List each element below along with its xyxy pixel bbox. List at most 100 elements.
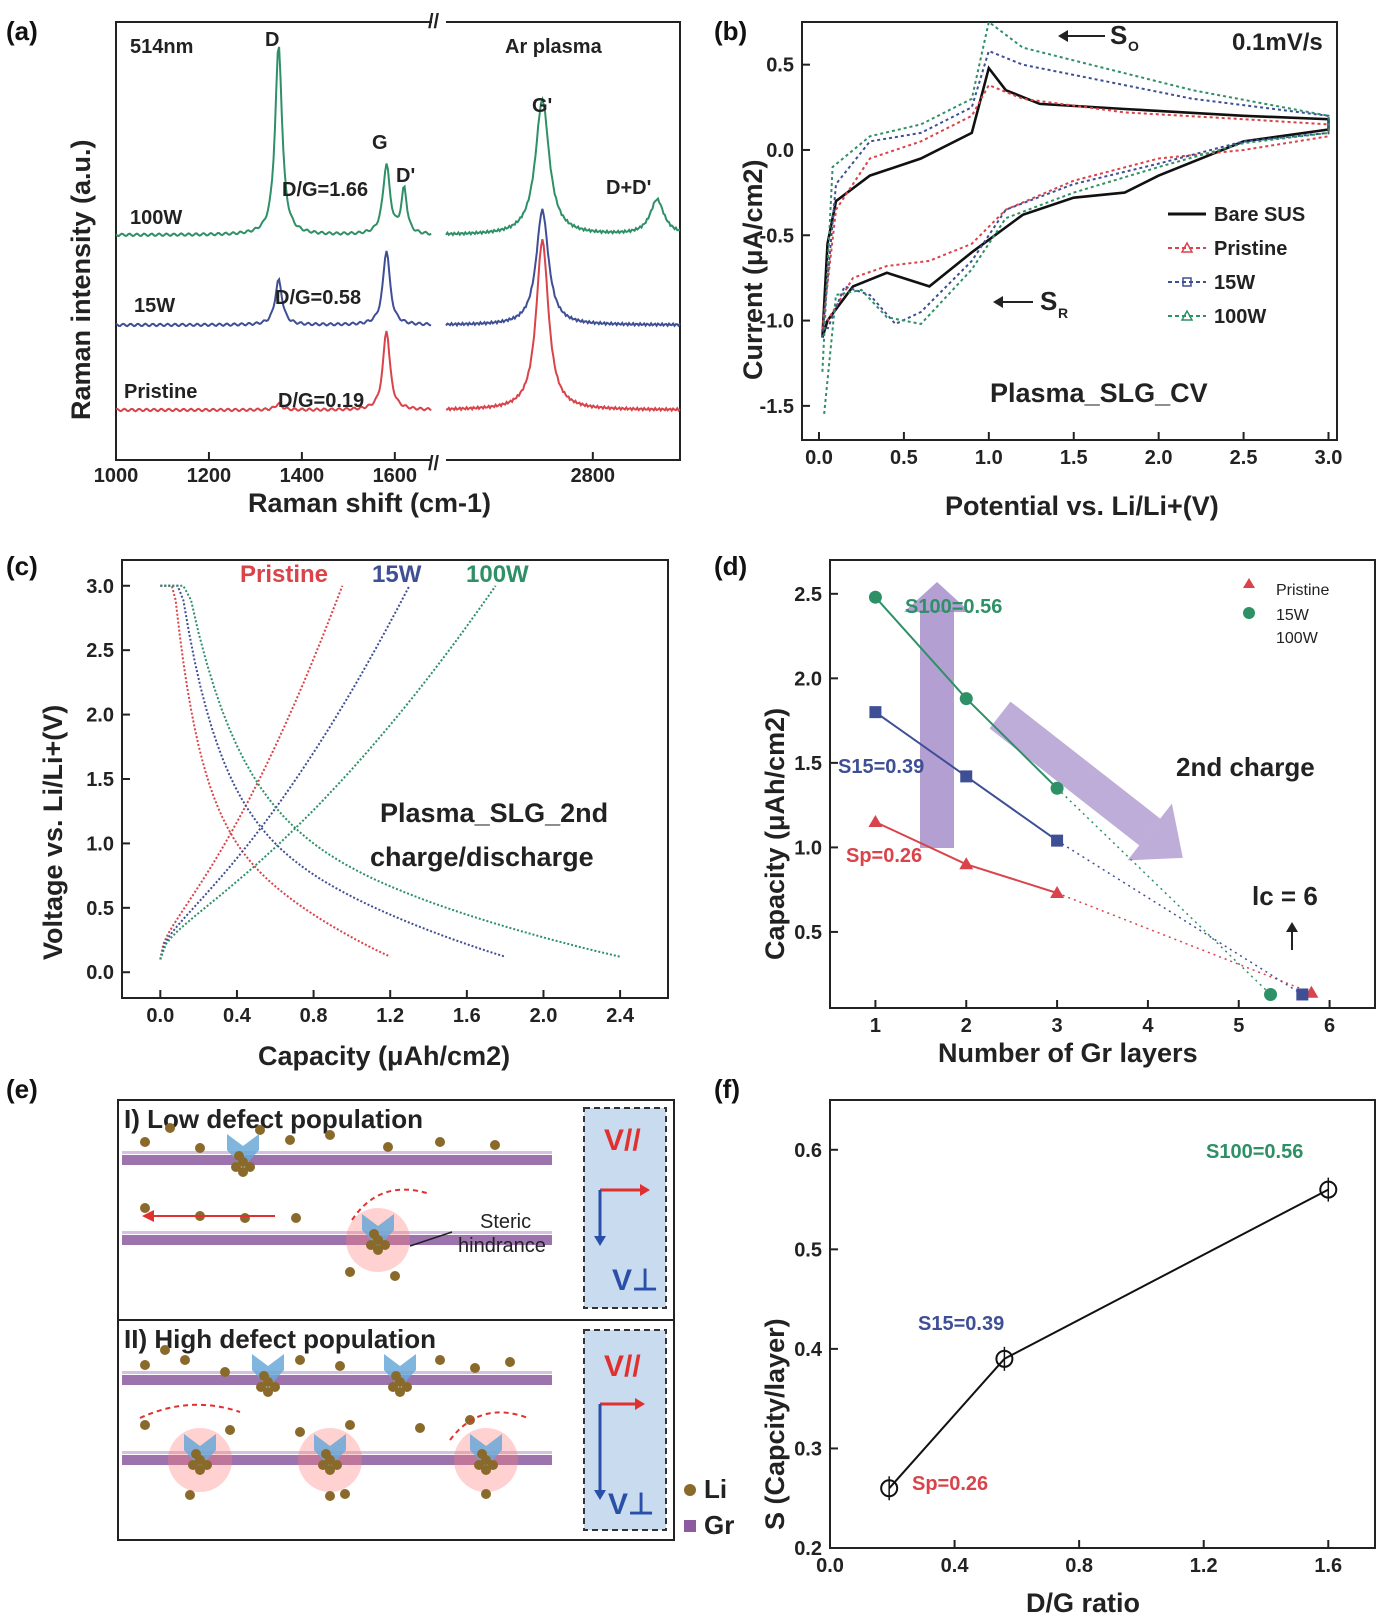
y-axis-label-f: S (Capcity/layer) (760, 1318, 790, 1530)
x-tick-label-f: 1.6 (1314, 1555, 1342, 1577)
y-tick-label-b: 0.0 (766, 140, 794, 162)
section-high-defect: II) High defect population (124, 1324, 436, 1354)
cv-curve-bare-sus (821, 65, 1330, 338)
legend-15w: 15W (1214, 272, 1255, 294)
point-Pristine (868, 815, 883, 828)
y-tick-label-f: 0.6 (794, 1140, 822, 1162)
li-ion (391, 1371, 401, 1381)
li-ion (395, 1387, 405, 1397)
dg-label-pristine: D/G=0.19 (278, 390, 364, 412)
y-tick-label-d: 2.5 (794, 584, 822, 606)
li-ion (390, 1271, 400, 1281)
v-perp-label-bottom: V⊥ (608, 1488, 654, 1521)
panel-e: (e) I) Low defect population II) High de… (6, 1074, 734, 1541)
li-ion (415, 1423, 425, 1433)
velocity-box-top: V// V⊥ (583, 1107, 667, 1309)
dg-label-100w: D/G=1.66 (282, 179, 368, 201)
panel-d: (d) 1 2 3 4 5 6 2.5 2.0 1.5 1.0 0.5 2nd charge lc … (714, 551, 1376, 1068)
peak-dprime-label: D' (396, 165, 415, 187)
c-title-line1: Plasma_SLG_2nd (380, 798, 608, 828)
y-tick-label-f: 0.4 (794, 1339, 823, 1361)
y-tick-label-c: 0.0 (86, 962, 114, 984)
raman-curve-left-100W (115, 46, 432, 238)
d-legend: Pristine 15W 100W (1243, 578, 1329, 647)
graphene-sheet-2 (122, 1235, 552, 1245)
series-label-pristine: Pristine (124, 381, 197, 403)
li-ion (470, 1363, 480, 1373)
y-tick-label-b: -1.0 (760, 311, 794, 333)
li-ion (402, 1382, 412, 1392)
x-tick-label-c: 0.4 (223, 1005, 252, 1027)
sr-subscript: R (1058, 305, 1068, 321)
gr-legend-label: Gr (704, 1510, 734, 1540)
li-ion (263, 1387, 273, 1397)
cv-legend: Bare SUS Pristine 15W 100W (1168, 204, 1305, 328)
sr-annotation: S R (993, 286, 1068, 321)
x-tick-label-a: 1600 (373, 465, 418, 487)
insertion-arrow (227, 1134, 259, 1168)
li-ion (383, 1142, 393, 1152)
li-ion (185, 1490, 195, 1500)
y-tick-label-d: 1.0 (794, 837, 822, 859)
steric-label-1: Steric (480, 1211, 531, 1233)
li-ion (481, 1489, 491, 1499)
panel-c-letter: (c) (6, 551, 38, 581)
f-label-pristine: Sp=0.26 (912, 1473, 988, 1495)
raman-curve-right-15W (445, 208, 681, 328)
x-tick-label-f: 0.0 (816, 1555, 844, 1577)
x-tick-label-c: 2.4 (606, 1005, 635, 1027)
d-legend-100w: 100W (1276, 630, 1319, 647)
panel-f-frame (829, 1099, 1376, 1549)
li-ion (160, 1345, 170, 1355)
x-tick-label-f: 0.4 (941, 1555, 970, 1577)
dg-label-15w: D/G=0.58 (275, 287, 361, 309)
li-ion (369, 1229, 379, 1239)
peak-gprime-label: G' (532, 95, 552, 117)
li-ion (335, 1361, 345, 1371)
f-label-100w: S100=0.56 (1206, 1141, 1303, 1163)
purple-up-arrow (904, 582, 970, 848)
steric-pointer (409, 1231, 453, 1247)
hop-arc-1 (139, 1403, 241, 1419)
extrapolation-15W (1056, 839, 1303, 996)
insertion-arrow (384, 1354, 416, 1388)
li-ion (256, 1382, 266, 1392)
s-point (880, 1479, 899, 1498)
li-ion (505, 1357, 515, 1367)
discharge-curve-Pristine (160, 584, 391, 958)
raman-curve-right-100W (445, 95, 681, 237)
x-tick-label-d: 4 (1142, 1015, 1154, 1037)
v-par-label-bottom: V// (604, 1350, 641, 1383)
c-title-line2: charge/discharge (370, 842, 594, 872)
li-ion (191, 1449, 201, 1459)
x-tick-label-d: 5 (1233, 1015, 1244, 1037)
panel-b: (b) 0.0 0.5 1.0 1.5 2.0 2.5 3.0 0.5 0.0 -0.5 -1.0 -… (714, 16, 1342, 521)
point-100W (1050, 781, 1064, 795)
li-ion (220, 1367, 230, 1377)
v-perp-label-top: V⊥ (612, 1264, 658, 1297)
x-tick-label-c: 1.6 (453, 1005, 481, 1027)
y-axis-label-c: Voltage vs. Li/Li+(V) (38, 705, 68, 960)
hopping-arrow (351, 1188, 431, 1221)
series-label-100w: 100W (130, 207, 182, 229)
point-100W (868, 590, 882, 604)
li-ion (245, 1162, 255, 1172)
d-slope-100w: S100=0.56 (905, 596, 1002, 618)
raman-curve-right-Pristine (445, 239, 681, 413)
panel-a: (a) // // 514nm Ar plasma D G D' G' D+D'… (6, 11, 681, 518)
raman-curve-left-15W (115, 250, 432, 328)
x-tick-label-c: 0.0 (146, 1005, 174, 1027)
discharge-curve-15W (160, 584, 506, 958)
li-ion (435, 1137, 445, 1147)
li-ion (285, 1135, 295, 1145)
x-tick-label-b: 1.5 (1060, 447, 1088, 469)
li-ion (188, 1460, 198, 1470)
s-point (1319, 1180, 1338, 1199)
x-tick-label-a: 1400 (280, 465, 325, 487)
d-lc-label: lc = 6 (1252, 881, 1318, 911)
li-ion (325, 1491, 335, 1501)
d-slope-pristine: Sp=0.26 (846, 845, 922, 867)
graphene-sheet-2-glow (122, 1231, 552, 1234)
li-ion (255, 1125, 265, 1135)
charge-curve-100W (159, 585, 497, 960)
